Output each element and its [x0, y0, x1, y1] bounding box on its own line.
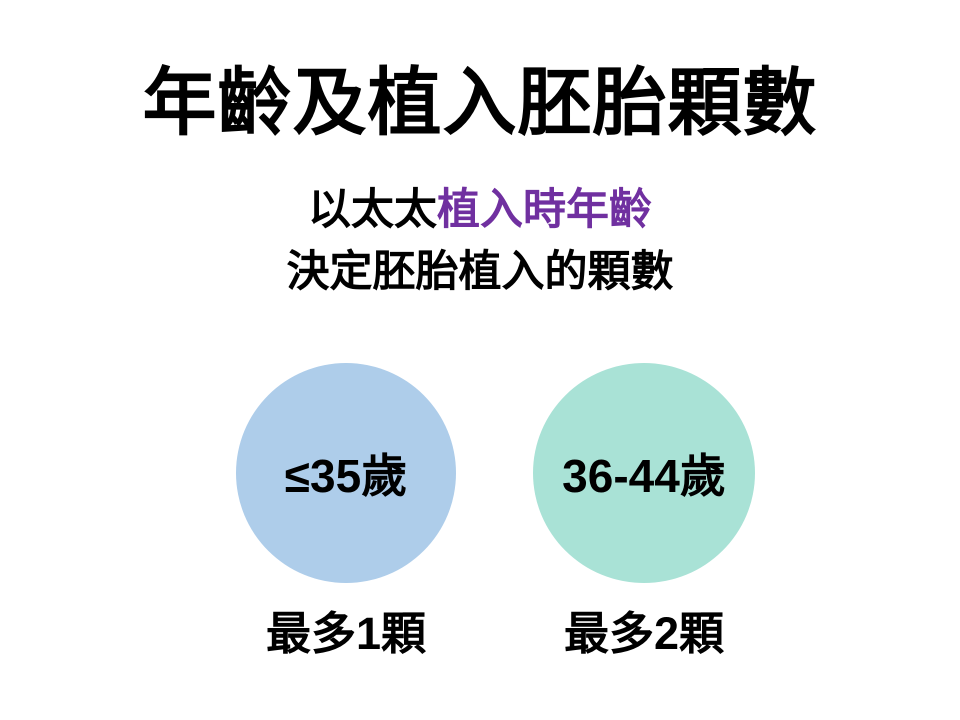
subtitle-line-1: 以太太植入時年齡	[0, 179, 960, 241]
age-group-under-35: ≤35歲 最多1顆	[236, 363, 456, 662]
age-circle-blue: ≤35歲	[236, 363, 456, 583]
subtitle-line1-plain-text: 以太太	[308, 186, 437, 234]
age-range-label-36-44: 36-44歲	[562, 450, 726, 502]
subtitle-line1-highlight-text: 植入時年齡	[437, 186, 652, 234]
slide-subtitle: 以太太植入時年齡 決定胚胎植入的顆數	[0, 179, 960, 303]
age-circle-teal: 36-44歲	[533, 363, 755, 583]
max-embryos-label-2: 最多2顆	[563, 608, 725, 659]
subtitle-line-2: 決定胚胎植入的顆數	[286, 248, 674, 296]
age-group-36-44: 36-44歲 最多2顆	[533, 363, 755, 662]
slide-title: 年齡及植入胚胎顆數	[142, 61, 818, 144]
max-embryos-label-1: 最多1顆	[265, 608, 427, 659]
age-range-label-under-35: ≤35歲	[284, 450, 408, 502]
